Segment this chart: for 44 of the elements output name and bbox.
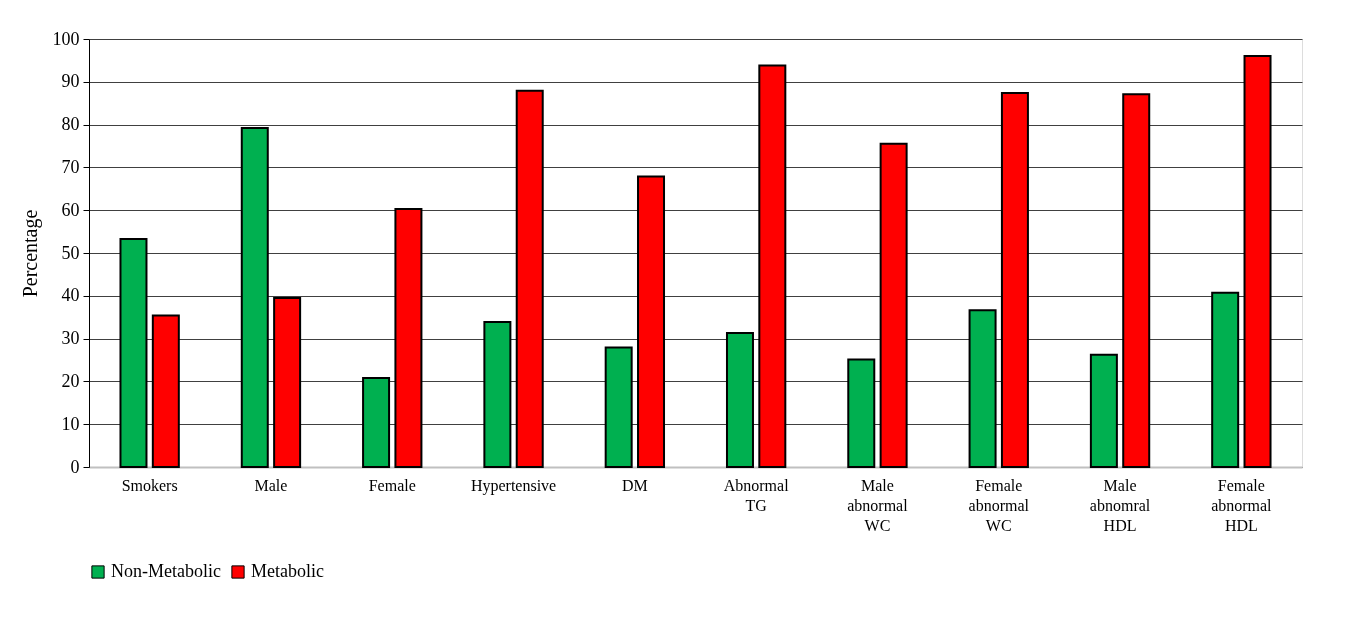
bar [1243, 55, 1272, 468]
x-tick-label: Male abnomral HDL [1089, 476, 1151, 534]
bar [637, 175, 666, 468]
y-tick-label: 60 [61, 199, 80, 220]
x-tick-label: DM [621, 476, 648, 494]
y-tick-label: 80 [61, 114, 80, 135]
y-tick-label: 20 [61, 370, 80, 391]
bar [515, 89, 544, 468]
x-tick-label: Male [254, 476, 288, 494]
y-tick-label: 40 [61, 285, 80, 306]
bar [847, 358, 876, 468]
x-tick-label: Hypertensive [470, 476, 557, 495]
bar [725, 332, 754, 468]
legend-label: Non-Metabolic [111, 561, 221, 581]
bar [604, 346, 633, 468]
y-tick-label: 10 [61, 413, 80, 434]
legend-label: Metabolic [251, 561, 324, 581]
x-tick-label: Smokers [121, 476, 178, 494]
bar [1000, 91, 1029, 468]
x-tick-label: Male abnormal WC [847, 476, 909, 534]
bar [119, 237, 148, 468]
bar [1122, 93, 1151, 468]
x-tick-label: Female abnormal HDL [1211, 476, 1273, 534]
bar [273, 296, 302, 468]
bar [879, 142, 908, 468]
y-tick-label: 50 [61, 242, 80, 263]
bar [483, 320, 512, 468]
bar [362, 376, 391, 468]
bar [968, 309, 997, 468]
y-tick-label: 100 [52, 28, 80, 49]
bar [758, 64, 787, 468]
y-tick-label: 30 [61, 328, 80, 349]
y-tick-label: 0 [70, 456, 80, 477]
y-tick-label: 90 [61, 71, 80, 92]
y-axis-title: Percentage [18, 209, 42, 298]
bar [394, 207, 423, 468]
bar [1089, 353, 1118, 468]
y-tick-label: 70 [61, 156, 80, 177]
bar [1211, 291, 1240, 468]
x-tick-label: Female abnormal WC [968, 476, 1030, 534]
bar [151, 314, 180, 468]
x-tick-label: Abnormal TG [723, 476, 790, 514]
bar [240, 127, 269, 468]
x-tick-label: Female [368, 476, 416, 494]
